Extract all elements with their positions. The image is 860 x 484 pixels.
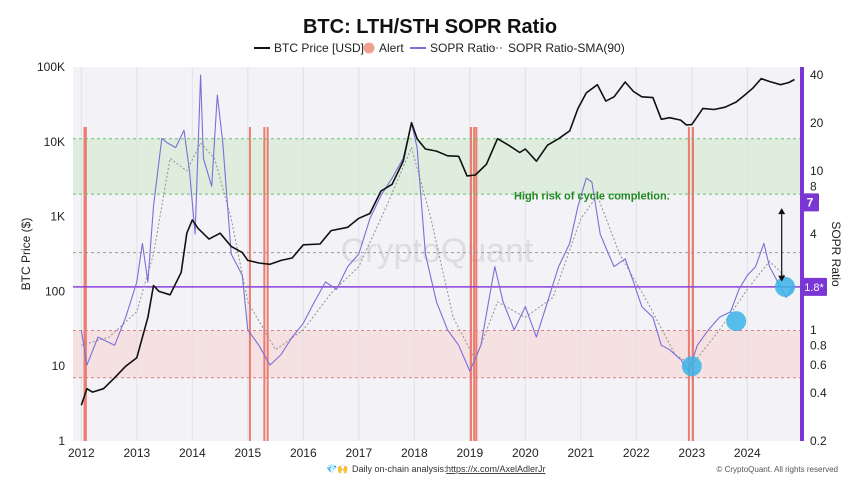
arrow-head-down: [778, 275, 786, 282]
footer-link[interactable]: https://x.com/AxelAdlerJr: [446, 464, 546, 474]
x-tick-2024: 2024: [734, 446, 761, 460]
reference-lines: [73, 138, 800, 379]
alert-bar-1: [248, 127, 251, 441]
overlays: High risk of cycle completion.: [514, 190, 796, 377]
badge-bg-0: [801, 193, 819, 212]
y-right-tick-40: 40: [810, 68, 824, 82]
x-tick-2021: 2021: [567, 446, 594, 460]
series-lines: [80, 74, 795, 406]
annotation-0: High risk of cycle completion.: [514, 190, 670, 202]
legend-label-btc-price: BTC Price [USD]: [274, 41, 364, 55]
alert-bar-4: [469, 127, 473, 441]
x-axis: 2012 2013 2014 2015 2016 2017 2018 2019 2020 2021…: [68, 446, 761, 460]
x-tick-2022: 2022: [623, 446, 650, 460]
y-right-tick-20: 20: [810, 116, 824, 130]
badge-label-0: 7: [807, 195, 814, 209]
x-tick-2023: 2023: [678, 446, 705, 460]
legend: BTC Price [USD] Alert SOPR Ratio SOPR Ra…: [254, 41, 625, 55]
series-btc-price-usd-: [80, 77, 795, 406]
alert-bar-2: [263, 127, 266, 441]
x-tick-2020: 2020: [512, 446, 539, 460]
y-right-tick-1: 1: [810, 323, 817, 337]
y-right-tick-0.8: 0.8: [810, 338, 827, 352]
x-tick-2019: 2019: [456, 446, 483, 460]
plot-area: [73, 67, 800, 441]
highlight-circle-1: [726, 311, 747, 332]
y-right-tick-0.4: 0.4: [810, 386, 827, 400]
x-tick-2013: 2013: [123, 446, 150, 460]
copyright: © CryptoQuant. All rights reserved: [717, 465, 839, 474]
arrow-head-up: [778, 208, 786, 215]
y-right-tick-4: 4: [810, 227, 817, 241]
alert-bar-3: [266, 127, 269, 441]
legend-swatch-alert: [363, 42, 375, 54]
alert-bar-8: [691, 127, 695, 441]
footer-icons: 💎🙌: [326, 464, 348, 474]
y-right-tick-10: 10: [810, 164, 824, 178]
x-tick-2016: 2016: [290, 446, 317, 460]
y-left-tick-1: 1: [58, 434, 65, 448]
y-right-tick-0.6: 0.6: [810, 358, 827, 372]
alert-bar-0: [83, 127, 87, 441]
y-left-tick-100K: 100K: [37, 60, 65, 74]
alert-bar-5: [473, 127, 476, 441]
y-axis-left: 1 10 100 1K 10K 100K: [37, 60, 65, 448]
x-tick-2012: 2012: [68, 446, 95, 460]
y-right-tick-0.2: 0.2: [810, 434, 827, 448]
x-tick-2015: 2015: [234, 446, 261, 460]
y-axis-right-label: SOPR Ratio: [829, 221, 843, 287]
series-sopr-ratio: [80, 74, 795, 372]
alert-bars: [83, 127, 695, 441]
legend-label-sopr-sma: SOPR Ratio-SMA(90): [508, 41, 625, 55]
y-left-tick-1K: 1K: [50, 210, 65, 224]
badge-bg-1: [801, 277, 827, 296]
y-axis-right: 0.2 0.4 0.6 0.81 4 810 20 40: [810, 68, 827, 448]
y-axis-left-label: BTC Price ($): [19, 218, 33, 291]
y-left-tick-100: 100: [45, 284, 65, 298]
footer: 💎🙌 Daily on-chain analysis: https://x.co…: [326, 464, 546, 474]
x-tick-2014: 2014: [179, 446, 206, 460]
high-risk-zone: [73, 138, 800, 195]
low-zone: [73, 330, 800, 378]
right-badges: 7 1.8*: [801, 193, 827, 296]
legend-label-sopr: SOPR Ratio: [430, 41, 496, 55]
y-left-tick-10K: 10K: [44, 135, 65, 149]
y-left-tick-10: 10: [52, 359, 66, 373]
zones: [73, 138, 800, 378]
chart-title: BTC: LTH/STH SOPR Ratio: [303, 16, 557, 38]
legend-label-alert: Alert: [379, 41, 404, 55]
highlight-circle-0: [681, 356, 702, 377]
badge-label-1: 1.8*: [804, 282, 824, 294]
y-right-tick-8: 8: [810, 179, 817, 193]
x-tick-2018: 2018: [401, 446, 428, 460]
watermark: CryptoQuant: [341, 232, 534, 270]
right-axis-bar: [800, 67, 804, 441]
alert-bar-7: [687, 127, 690, 441]
footer-text: Daily on-chain analysis:: [352, 464, 447, 474]
highlight-circle-2: [775, 276, 796, 297]
x-tick-2017: 2017: [345, 446, 372, 460]
alert-bar-6: [475, 127, 478, 441]
